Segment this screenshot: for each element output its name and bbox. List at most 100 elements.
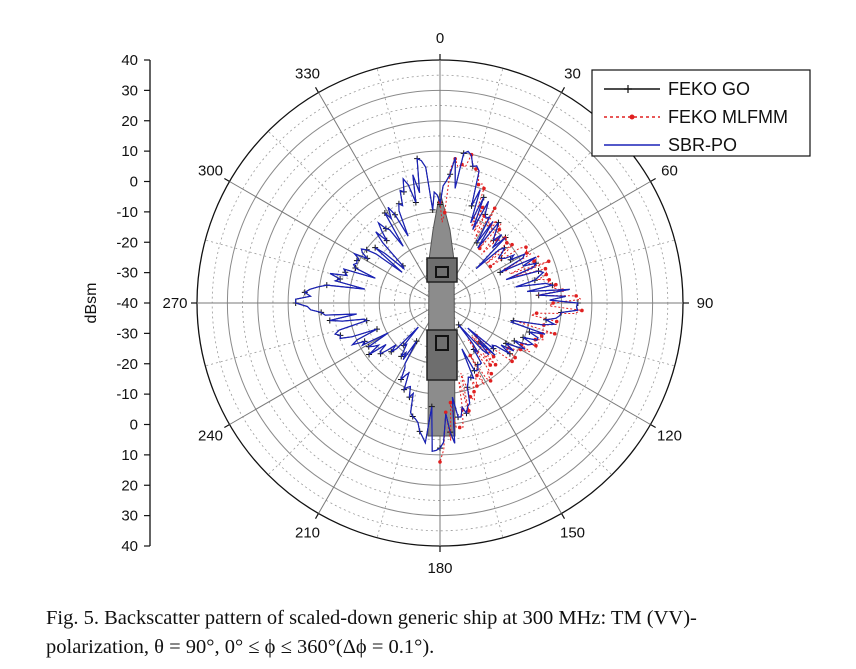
- radial-tick-label: 0: [130, 174, 138, 191]
- angle-tick-label: 330: [295, 66, 320, 83]
- data-point: [539, 334, 544, 338]
- legend-label: FEKO GO: [668, 79, 750, 99]
- radial-tick-label: 0: [130, 417, 138, 434]
- polar-chart: 403020100-10-20-30-40-30-20-10010203040 …: [83, 30, 811, 577]
- data-point: [513, 355, 517, 360]
- angle-tick: [560, 513, 566, 519]
- radial-tick-label: 10: [121, 143, 138, 160]
- radial-tick-label: -30: [116, 325, 138, 342]
- data-point: [475, 373, 479, 378]
- minor-spoke: [439, 130, 613, 304]
- major-spoke: [318, 302, 441, 514]
- y-axis-label: dBsm: [83, 283, 100, 324]
- data-point: [547, 277, 552, 282]
- data-point: [532, 259, 536, 263]
- minor-spoke: [439, 239, 675, 304]
- radial-tick-label: 20: [121, 113, 138, 130]
- data-point: [492, 206, 497, 211]
- data-point: [489, 371, 494, 376]
- angle-tick-label: 180: [427, 560, 452, 577]
- data-point: [534, 311, 539, 315]
- figure-caption: Fig. 5. Backscatter pattern of scaled-do…: [46, 604, 846, 662]
- radial-tick-label: -30: [116, 265, 138, 282]
- radial-tick-label: -20: [116, 356, 138, 373]
- data-point: [480, 205, 485, 210]
- data-point: [448, 400, 453, 405]
- data-point: [443, 410, 448, 415]
- minor-spoke: [439, 302, 613, 476]
- angle-tick: [650, 423, 656, 429]
- data-point: [524, 245, 528, 249]
- minor-spoke: [205, 239, 441, 304]
- radial-tick-label: -10: [116, 386, 138, 403]
- radial-axis: 40 30 20 10 0 -10 -20 -30 -40 -30 -20 -10 0 10 20 30 40: [116, 52, 151, 555]
- angle-tick: [650, 177, 656, 183]
- angle-tick: [314, 513, 320, 519]
- major-spoke: [318, 92, 441, 304]
- legend-label: SBR-PO: [668, 135, 737, 155]
- minor-spoke: [439, 302, 675, 367]
- radial-tick-label: 40: [121, 538, 138, 555]
- angle-tick: [224, 423, 230, 429]
- major-spoke: [439, 92, 562, 304]
- data-point: [504, 241, 509, 245]
- angle-tick-label: 270: [162, 295, 187, 312]
- series-sbr-po: [295, 150, 579, 453]
- caption-line-2: polarization, θ = 90°, 0° ≤ ϕ ≤ 360°(Δϕ …: [46, 636, 435, 658]
- data-point: [546, 259, 551, 264]
- radial-tick-label: 40: [121, 52, 138, 69]
- angle-tick: [224, 177, 230, 183]
- angle-tick-label: 210: [295, 524, 320, 541]
- polar-grid: [191, 54, 689, 552]
- radial-tick-label: 20: [121, 477, 138, 494]
- ship-silhouette: [426, 191, 458, 437]
- data-point: [488, 379, 493, 383]
- data-point: [554, 319, 559, 324]
- radial-tick-label: -20: [116, 234, 138, 251]
- major-spoke: [229, 181, 441, 304]
- data-point: [442, 210, 447, 215]
- major-spoke: [229, 302, 441, 425]
- angle-tick-label: 0: [436, 30, 444, 47]
- series-line: [295, 150, 579, 453]
- series-layer: [292, 150, 584, 464]
- data-point: [468, 353, 473, 358]
- data-point: [544, 272, 549, 277]
- legend: FEKO GO FEKO MLFMM SBR-PO: [591, 69, 811, 157]
- minor-spoke: [267, 130, 441, 304]
- data-point: [574, 294, 578, 298]
- data-point: [488, 264, 493, 269]
- data-point: [468, 394, 473, 399]
- angle-tick-label: 60: [661, 163, 678, 180]
- data-point: [552, 331, 557, 336]
- data-point: [472, 389, 476, 394]
- caption-line-1: Fig. 5. Backscatter pattern of scaled-do…: [46, 607, 697, 629]
- data-point: [510, 242, 514, 247]
- data-point: [474, 167, 478, 171]
- data-point: [497, 227, 502, 232]
- data-point: [467, 409, 471, 413]
- data-point: [580, 308, 584, 313]
- radial-tick-label: -10: [116, 204, 138, 221]
- data-point: [488, 363, 493, 367]
- angle-tick: [314, 87, 320, 93]
- data-point: [475, 384, 479, 388]
- minor-spoke: [267, 302, 441, 476]
- angle-labels: 0 30 60 90 120 150 180 210 240 270 300 330: [162, 30, 713, 577]
- data-point: [493, 362, 498, 367]
- angle-tick-label: 90: [697, 295, 714, 312]
- angle-tick-label: 30: [564, 66, 581, 83]
- angle-tick-label: 120: [657, 428, 682, 445]
- data-point: [554, 282, 558, 287]
- radial-tick-label: 30: [121, 508, 138, 525]
- data-point: [510, 359, 514, 364]
- data-point: [551, 301, 555, 305]
- data-point: [438, 460, 442, 464]
- angle-tick-label: 240: [198, 428, 223, 445]
- major-spoke: [439, 302, 562, 514]
- data-point: [482, 186, 486, 191]
- major-spoke: [439, 181, 651, 304]
- minor-spoke: [205, 302, 441, 367]
- data-point: [457, 425, 462, 430]
- major-spoke: [439, 302, 651, 425]
